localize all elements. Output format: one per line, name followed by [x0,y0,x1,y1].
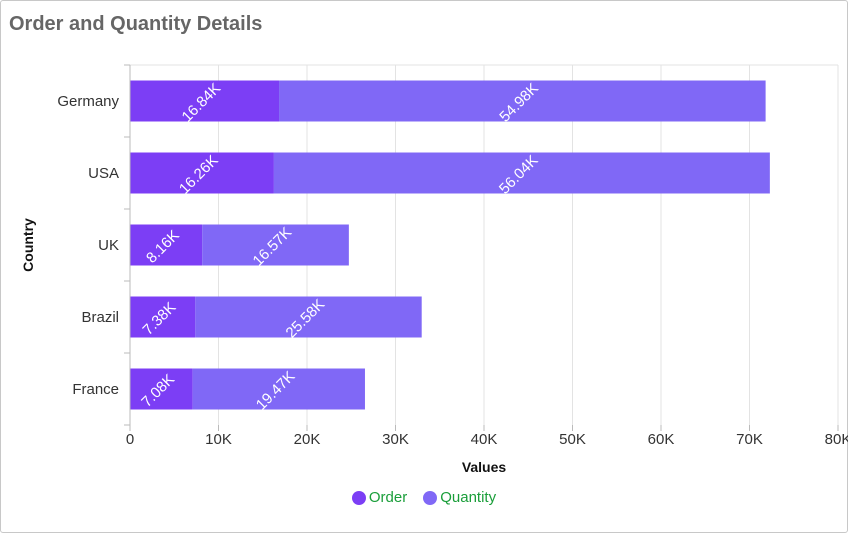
y-axis-title: Country [20,218,36,272]
x-tick-label: 50K [559,431,586,448]
legend-label-order: Order [368,489,408,506]
x-tick-label: 10K [205,431,232,448]
bar-quantity-france[interactable] [192,368,365,410]
x-tick-label: 0 [126,431,134,448]
x-axis-title: Values [462,459,507,475]
y-tick-label: Germany [57,93,119,110]
bars [130,80,770,410]
legend-marker-quantity [423,490,438,505]
x-tick-label: 20K [294,431,321,448]
x-tick-label: 60K [648,431,675,448]
legend-marker-order [351,490,366,505]
y-tick-label: France [72,381,119,398]
axes: 0 10K 20K 30K 40K 50K 60K 70K 80K Germany USA UK Bra… [57,64,848,448]
bar-order-uk[interactable] [130,224,203,266]
bar-quantity-brazil[interactable] [195,296,422,338]
y-tick-label: Brazil [81,309,119,326]
legend-label-quantity: Quantity [440,489,497,506]
chart-title: Order and Quantity Details [9,13,263,35]
bar-order-brazil[interactable] [130,296,196,338]
x-tick-label: 80K [825,431,848,448]
bar-order-germany[interactable] [130,80,280,122]
x-tick-label: 70K [736,431,763,448]
y-tick-label: USA [88,165,119,182]
y-tick-label: UK [98,237,119,254]
bar-quantity-uk[interactable] [202,224,349,266]
legend: Order Quantity [0,489,848,506]
bar-quantity-usa[interactable] [273,152,770,194]
bar-quantity-germany[interactable] [279,80,766,122]
bar-order-usa[interactable] [130,152,274,194]
x-tick-label: 40K [471,431,498,448]
legend-item-quantity[interactable]: Quantity [423,489,496,506]
x-tick-label: 30K [382,431,409,448]
bar-order-france[interactable] [130,368,193,410]
legend-item-order[interactable]: Order [351,489,408,506]
